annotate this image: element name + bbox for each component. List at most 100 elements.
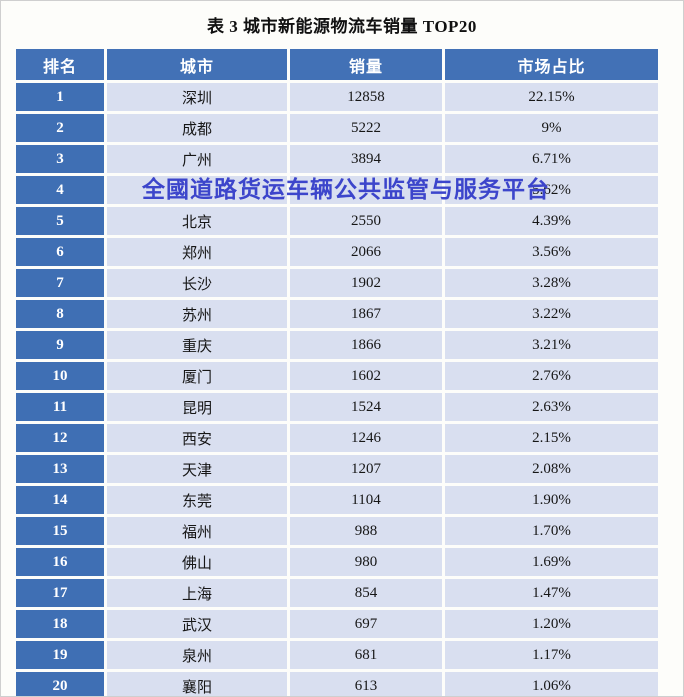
share-cell: 2.63%	[445, 393, 658, 421]
share-cell: 9%	[445, 114, 658, 142]
share-cell: 6.71%	[445, 145, 658, 173]
table-row: 15 福州 988 1.70%	[16, 517, 658, 545]
sales-cell: 3894	[290, 145, 442, 173]
city-cell: 天津	[107, 455, 287, 483]
rank-cell: 1	[16, 83, 104, 111]
sales-cell: 1207	[290, 455, 442, 483]
city-cell: 重庆	[107, 331, 287, 359]
share-cell: 3.28%	[445, 269, 658, 297]
sales-cell: 681	[290, 641, 442, 669]
city-cell: 深圳	[107, 83, 287, 111]
share-cell: 1.47%	[445, 579, 658, 607]
rank-cell: 19	[16, 641, 104, 669]
header-sales: 销量	[290, 49, 442, 80]
city-cell: 昆明	[107, 393, 287, 421]
city-cell: 东莞	[107, 486, 287, 514]
city-cell: 成都	[107, 114, 287, 142]
sales-cell	[290, 176, 442, 204]
table-row: 1 深圳 12858 22.15%	[16, 83, 658, 111]
table-row: 8 苏州 1867 3.22%	[16, 300, 658, 328]
table-row: 11 昆明 1524 2.63%	[16, 393, 658, 421]
city-cell: 佛山	[107, 548, 287, 576]
rank-cell: 16	[16, 548, 104, 576]
rank-cell: 11	[16, 393, 104, 421]
rank-cell: 2	[16, 114, 104, 142]
sales-cell: 988	[290, 517, 442, 545]
city-cell: 西安	[107, 424, 287, 452]
sales-cell: 697	[290, 610, 442, 638]
share-cell: 5.62%	[445, 176, 658, 204]
table-row: 9 重庆 1866 3.21%	[16, 331, 658, 359]
header-city: 城市	[107, 49, 287, 80]
share-cell: 1.70%	[445, 517, 658, 545]
city-cell: 广州	[107, 145, 287, 173]
table-row: 6 郑州 2066 3.56%	[16, 238, 658, 266]
rank-cell: 17	[16, 579, 104, 607]
sales-cell: 1867	[290, 300, 442, 328]
table-row: 19 泉州 681 1.17%	[16, 641, 658, 669]
sales-cell: 980	[290, 548, 442, 576]
rank-cell: 14	[16, 486, 104, 514]
city-cell: 厦门	[107, 362, 287, 390]
table-row: 2 成都 5222 9%	[16, 114, 658, 142]
rank-cell: 12	[16, 424, 104, 452]
table-row: 13 天津 1207 2.08%	[16, 455, 658, 483]
share-cell: 1.90%	[445, 486, 658, 514]
rank-cell: 6	[16, 238, 104, 266]
share-cell: 2.08%	[445, 455, 658, 483]
sales-cell: 2550	[290, 207, 442, 235]
rank-cell: 5	[16, 207, 104, 235]
share-cell: 4.39%	[445, 207, 658, 235]
share-cell: 2.76%	[445, 362, 658, 390]
table-row: 5 北京 2550 4.39%	[16, 207, 658, 235]
rank-cell: 20	[16, 672, 104, 696]
city-cell: 武汉	[107, 610, 287, 638]
rank-cell: 13	[16, 455, 104, 483]
table-header: 排名 城市 销量 市场占比	[16, 49, 658, 80]
sales-table: 排名 城市 销量 市场占比 1 深圳 12858 22.15% 2 成都 5222 9% 3 广州…	[13, 46, 661, 696]
share-cell: 1.69%	[445, 548, 658, 576]
share-cell: 3.22%	[445, 300, 658, 328]
sales-cell: 5222	[290, 114, 442, 142]
table-row: 3 广州 3894 6.71%	[16, 145, 658, 173]
table-row: 18 武汉 697 1.20%	[16, 610, 658, 638]
sales-cell: 1602	[290, 362, 442, 390]
rank-cell: 4	[16, 176, 104, 204]
share-cell: 1.06%	[445, 672, 658, 696]
sales-cell: 1246	[290, 424, 442, 452]
table-row: 16 佛山 980 1.69%	[16, 548, 658, 576]
city-cell: 上海	[107, 579, 287, 607]
rank-cell: 3	[16, 145, 104, 173]
share-cell: 3.56%	[445, 238, 658, 266]
table-body: 1 深圳 12858 22.15% 2 成都 5222 9% 3 广州 3894 6.71% 4 5.62…	[16, 83, 658, 696]
share-cell: 1.20%	[445, 610, 658, 638]
sales-cell: 2066	[290, 238, 442, 266]
rank-cell: 10	[16, 362, 104, 390]
table-row: 20 襄阳 613 1.06%	[16, 672, 658, 696]
table-title: 表 3 城市新能源物流车销量 TOP20	[207, 17, 477, 36]
share-cell: 1.17%	[445, 641, 658, 669]
city-cell: 北京	[107, 207, 287, 235]
city-cell: 长沙	[107, 269, 287, 297]
sales-cell: 1902	[290, 269, 442, 297]
city-cell: 泉州	[107, 641, 287, 669]
sales-cell: 1866	[290, 331, 442, 359]
city-cell: 郑州	[107, 238, 287, 266]
sales-cell: 1524	[290, 393, 442, 421]
rank-cell: 18	[16, 610, 104, 638]
city-cell: 福州	[107, 517, 287, 545]
rank-cell: 8	[16, 300, 104, 328]
rank-cell: 9	[16, 331, 104, 359]
city-cell	[107, 176, 287, 204]
table-row: 4 5.62%	[16, 176, 658, 204]
header-row: 排名 城市 销量 市场占比	[16, 49, 658, 80]
share-cell: 22.15%	[445, 83, 658, 111]
table-row: 14 东莞 1104 1.90%	[16, 486, 658, 514]
sales-cell: 12858	[290, 83, 442, 111]
share-cell: 3.21%	[445, 331, 658, 359]
table-row: 12 西安 1246 2.15%	[16, 424, 658, 452]
sales-cell: 1104	[290, 486, 442, 514]
table-row: 7 长沙 1902 3.28%	[16, 269, 658, 297]
header-share: 市场占比	[445, 49, 658, 80]
